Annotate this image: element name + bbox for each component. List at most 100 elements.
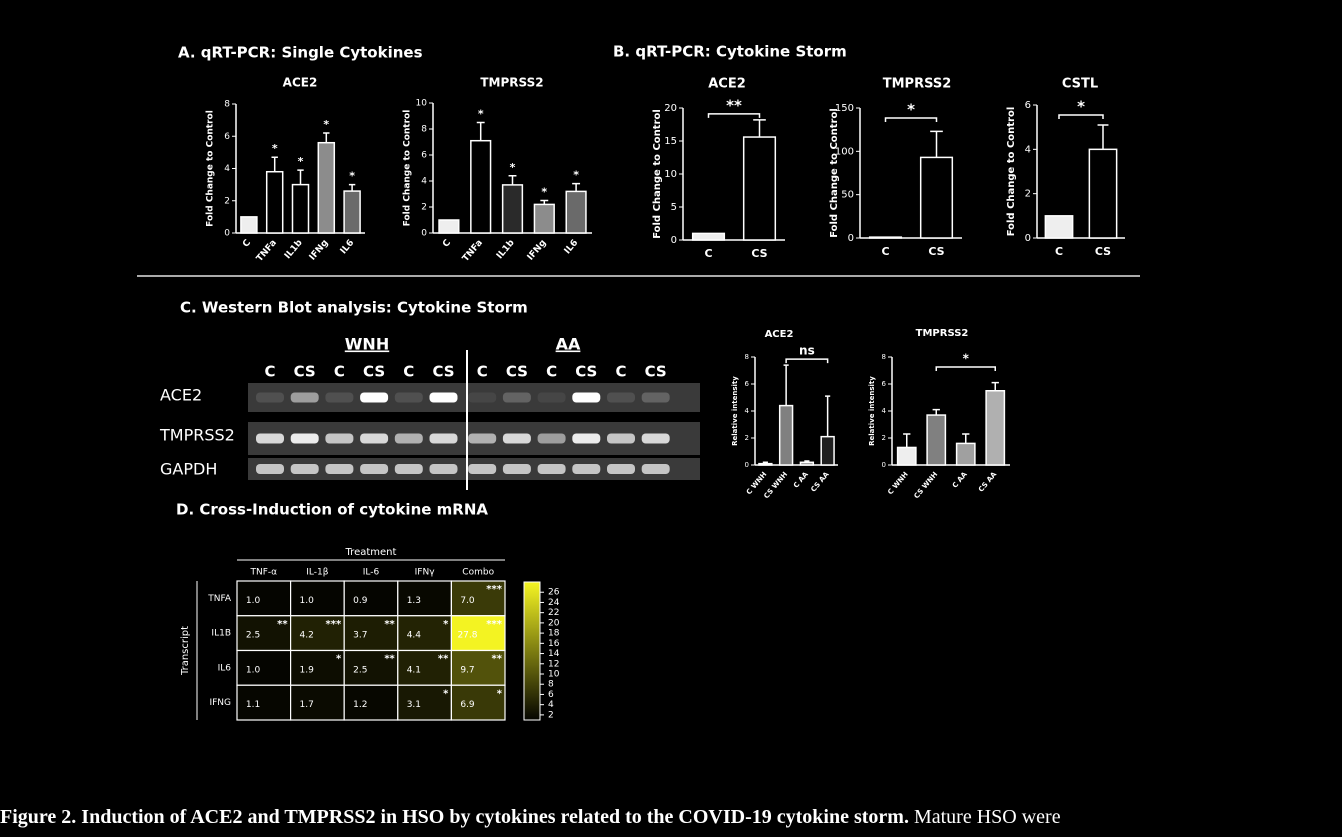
y-tick-label: 0 [882,461,886,469]
significance: * [573,169,579,182]
column-label: Combo [462,568,494,578]
error-bar [297,169,304,185]
y-tick-label: 8 [421,125,427,135]
blot-band [537,392,566,403]
row-label: IL6 [218,663,232,673]
significance: * [349,170,355,183]
significance: ns [799,344,815,358]
row-label: TNFA [207,594,232,604]
significance: * [298,155,304,168]
panel-title: D. Cross-Induction of cytokine mRNA [176,501,488,519]
colorbar-tick-label: 16 [548,639,560,649]
x-tick-label: IL6 [339,238,357,256]
y-axis-label: Fold Change to Control [829,108,840,238]
heatmap-cell [290,580,345,617]
error-bar [932,408,940,416]
heatmap-cell [343,615,399,652]
blot-band [537,464,566,474]
blot-band [572,464,601,474]
y-axis-label: Fold Change to Control [206,110,216,227]
y-tick-label: 2 [1025,189,1031,200]
group-label: AA [556,335,581,354]
y-tick-label: 6 [224,132,230,142]
colorbar-tick-label: 24 [548,598,560,608]
y-tick-label: 0 [421,229,427,239]
lane-label: CS [645,363,667,381]
y-axis-label: Transcript [180,626,191,676]
panel-title: C. Western Blot analysis: Cytokine Storm [180,299,528,317]
cell-value: 1.0 [246,596,261,606]
significance: * [907,101,915,119]
blot-band [394,464,423,474]
panel-title: B. qRT-PCR: Cytokine Storm [613,43,847,61]
y-tick-label: 150 [835,103,854,114]
cell-value: 6.9 [460,700,475,710]
significance: * [443,619,449,630]
colorbar [523,581,541,721]
x-tick-label: IL1b [283,238,305,262]
error-bar [271,156,278,172]
lane-label: CS [506,363,528,381]
blot-band [502,433,531,444]
blot-band [325,392,354,403]
chart-title: TMPRSS2 [480,76,543,90]
x-tick-label: C [441,238,453,250]
y-tick-label: 5 [671,202,677,213]
bar [926,414,947,466]
y-tick-label: 10 [664,169,677,180]
colorbar-tick-label: 8 [548,680,554,690]
bar [691,232,726,241]
y-tick-label: 8 [882,353,886,361]
cell-value: 7.0 [460,596,475,606]
y-tick-label: 4 [1025,144,1031,155]
x-tick-label: C AA [792,470,810,490]
heatmap-cell [397,684,452,721]
blot-band [325,464,354,474]
caption-text: Mature HSO were [909,806,1061,828]
x-tick-label: C [241,238,253,250]
y-tick-label: 0 [745,461,749,469]
blot-band [429,464,458,474]
x-tick-label: IL6 [563,238,581,256]
cell-value: 2.5 [353,665,367,675]
significance: * [323,118,329,131]
blot-band [641,433,670,444]
x-tick-label: CS WNH [912,470,939,500]
blot-band [290,464,319,474]
error-bar [476,121,485,141]
cell-value: 27.8 [457,631,477,641]
error-bar [508,175,517,185]
blot-band [360,392,389,403]
colorbar-tick-label: 20 [548,618,560,628]
lane-label: CS [294,363,316,381]
y-tick-label: 8 [745,353,749,361]
blot-row-label: GAPDH [160,460,217,479]
error-bar [825,395,831,437]
chart-title: ACE2 [765,329,794,340]
significance: ** [277,619,288,630]
error-bar [783,364,789,406]
colorbar-tick-label: 14 [548,649,560,659]
blot-row-label: TMPRSS2 [159,426,235,445]
blot-band [290,433,319,444]
row-label: IFNG [209,698,231,708]
x-tick-label: CS [751,247,767,260]
y-tick-label: 0 [224,229,230,239]
significance: *** [486,584,502,595]
y-tick-label: 4 [882,407,887,415]
y-tick-label: 6 [421,151,427,161]
y-tick-label: 10 [416,99,428,109]
chart-title: CSTL [1062,77,1098,92]
significance: * [443,688,449,699]
bar [240,216,258,234]
bracket [884,117,938,122]
significance: ** [384,619,395,630]
x-tick-label: CS [1095,245,1111,258]
x-tick-label: C [881,245,889,258]
lane-label: C [264,363,275,381]
chart-title: ACE2 [708,77,746,92]
cell-value: 3.1 [407,700,421,710]
lane-label: C [615,363,626,381]
colorbar-tick-label: 6 [548,690,554,700]
